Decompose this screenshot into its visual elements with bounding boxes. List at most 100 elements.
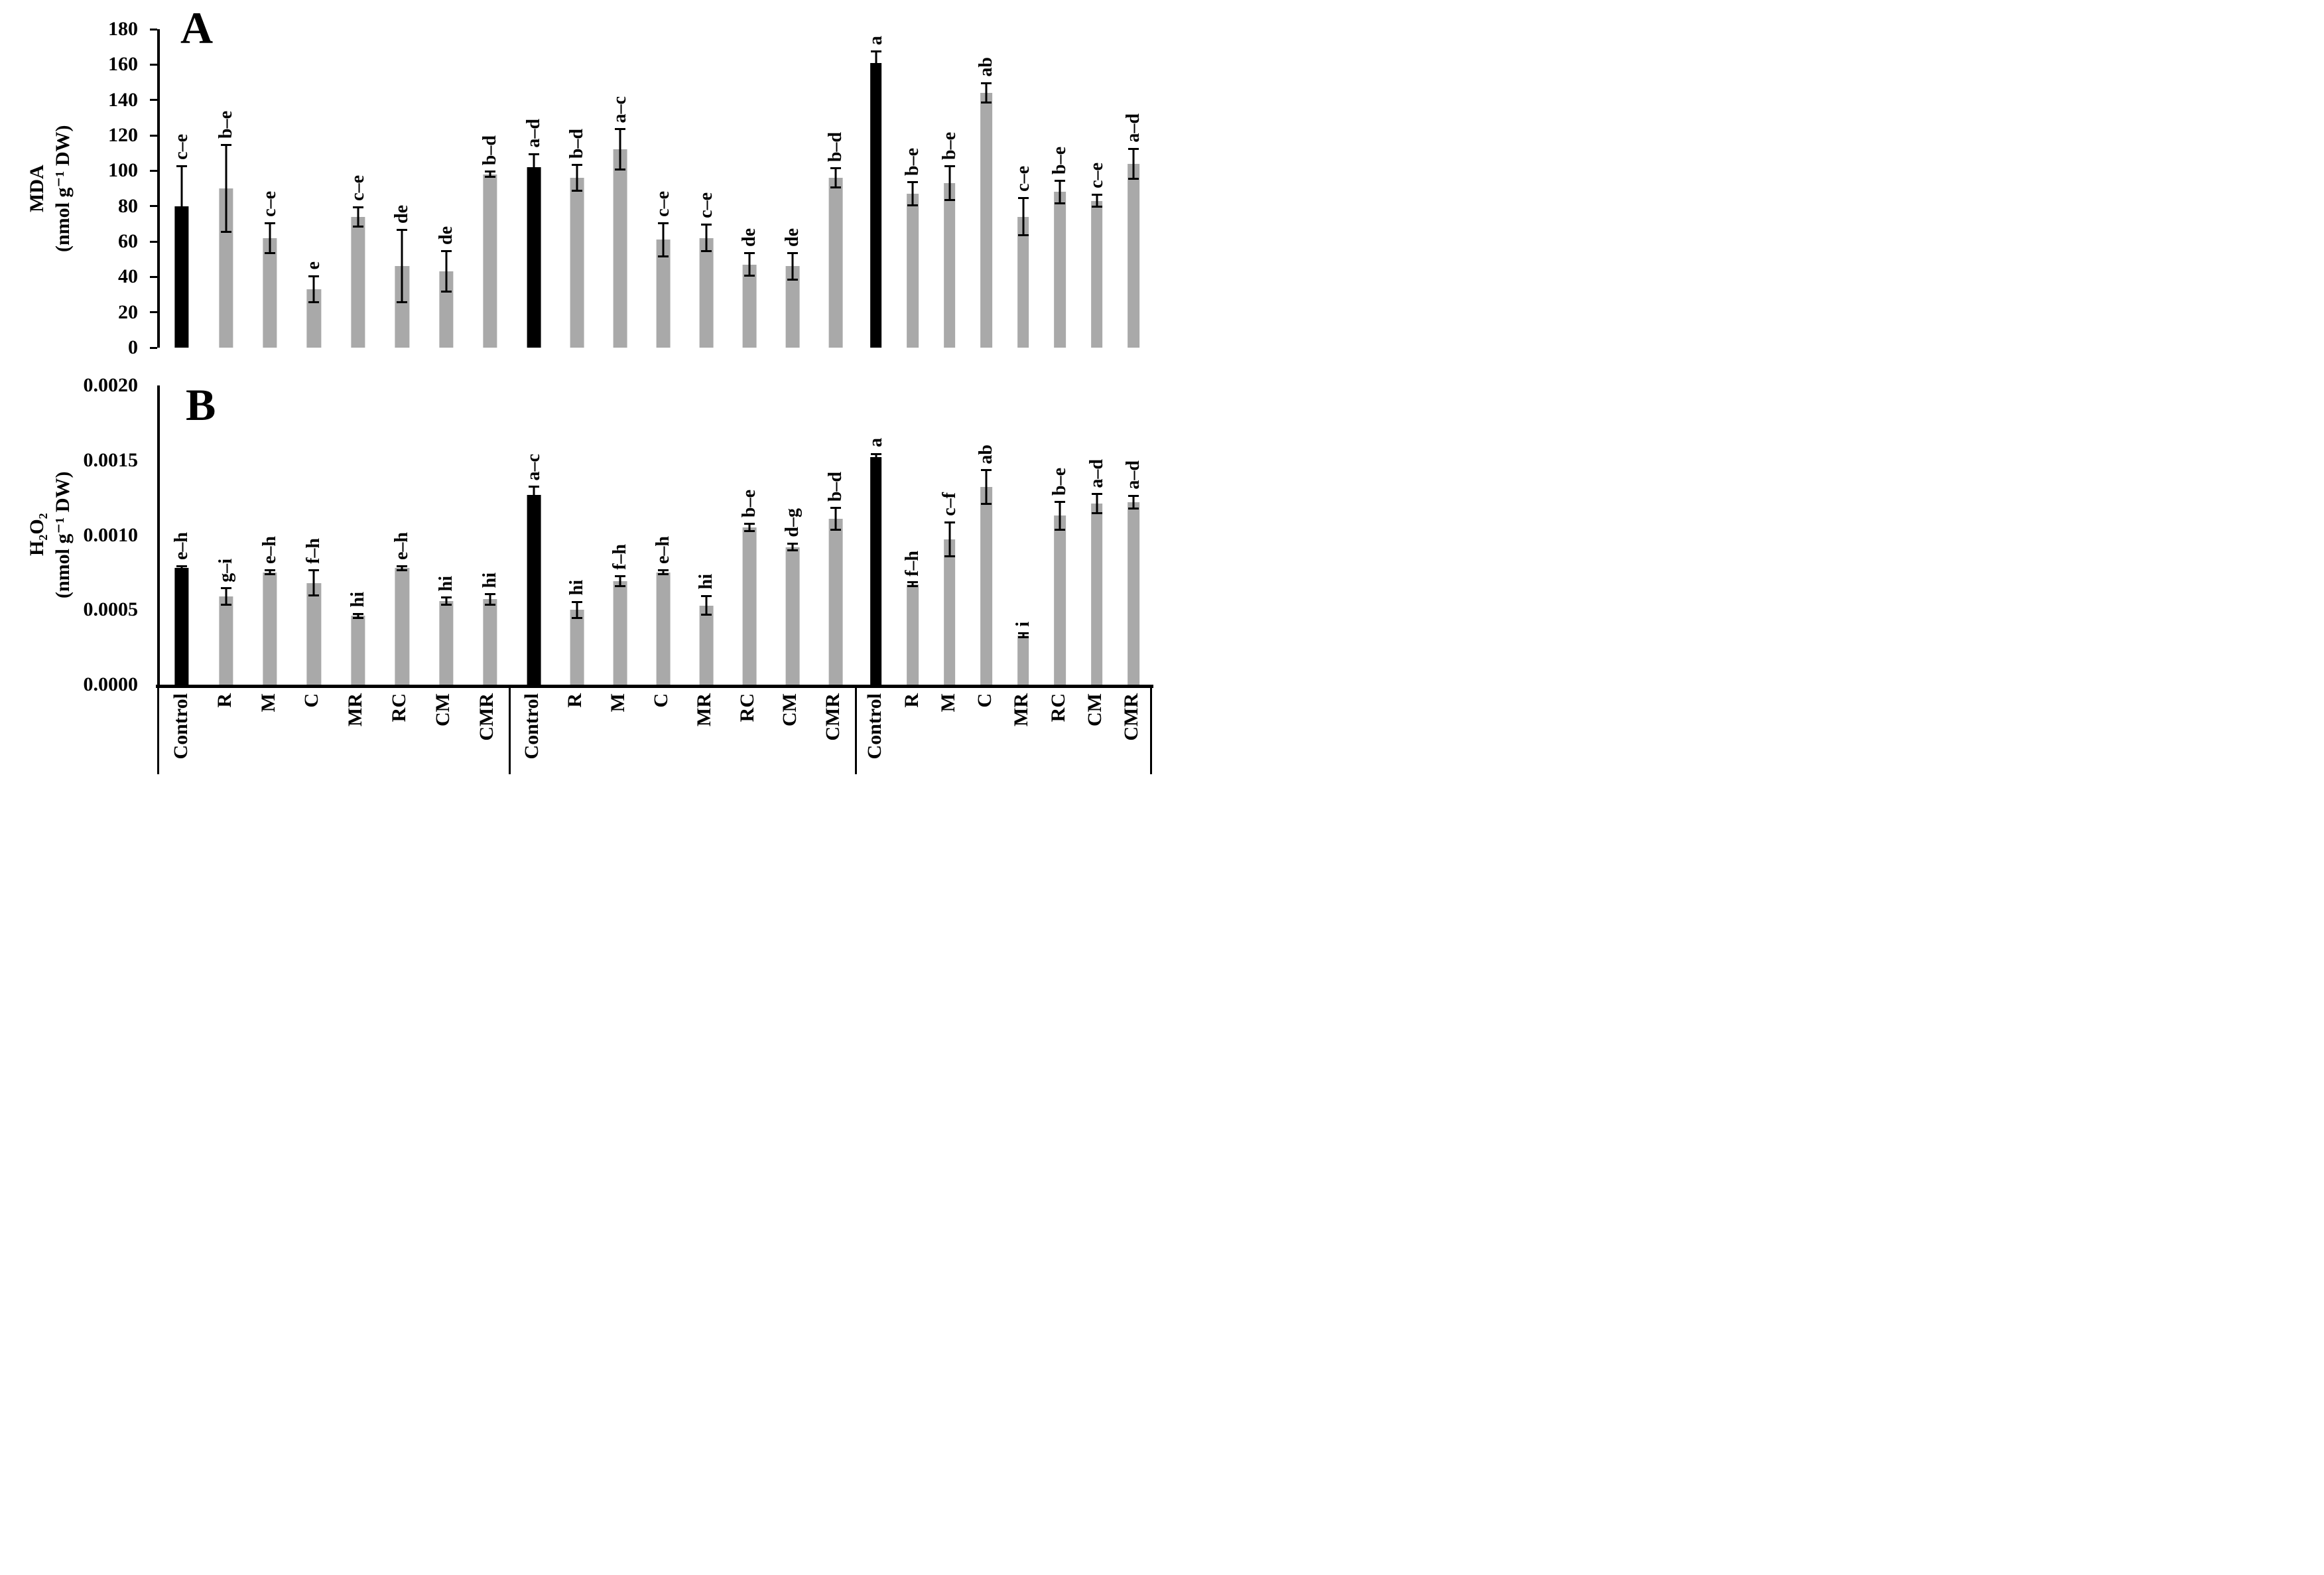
error-bar-line [985,469,988,506]
error-bar-c [308,569,320,596]
x-label-slot-mr: MR [334,688,377,774]
bar-b-g1-cmr [483,599,497,685]
error-bar-cap-bottom [1128,177,1139,180]
significance-letter-mr: hi [347,592,368,608]
significance-letter-r: b–e [902,148,923,176]
bar-slot-mr: c–e [1005,29,1042,348]
significance-letter-control: a [865,438,886,448]
panel-a-ytick-label-60: 60 [118,230,138,252]
bar-a-g2-r [570,178,584,348]
x-label-slot-c: C [290,688,334,774]
error-bar-cap-bottom [944,198,955,201]
panel-a-ytick-mark-40 [150,275,157,278]
error-bar-cap-bottom [744,275,755,277]
bar-slot-cm: de [424,29,468,348]
panel-a-ytick-label-80: 80 [118,194,138,217]
error-bar-r [571,163,582,192]
bar-slot-control: a [858,29,895,348]
error-bar-cap-bottom [1055,202,1066,204]
error-bar-cap-top [830,506,842,509]
error-bar-cmr [830,506,842,531]
panel-a-ytick-mark-60 [150,240,157,243]
bar-slot-cmr: a–d [1115,385,1152,685]
error-bar-cap-bottom [830,528,842,531]
panel-a-ytick-label-160: 160 [108,53,138,76]
panel-a-group-3: a b–e b–e ab c–e b–e c–e a–d [858,29,1152,348]
error-bar-line [1132,494,1135,510]
bar-b-g3-cmr [1128,502,1140,685]
significance-letter-mr: c–e [696,192,717,219]
error-bar-cap-top [1017,632,1029,635]
x-label-slot-cm: CM [769,688,812,774]
bar-a-g1-c [306,289,322,348]
x-tick-label-control: Control [521,693,543,760]
error-bar-cap-top [397,229,408,232]
error-bar-cap-top [658,569,669,572]
bar-b-g2-r [570,610,584,685]
error-bar-cap-top [1055,500,1066,503]
error-bar-cap-top [485,171,496,173]
error-bar-cap-bottom [1091,206,1102,208]
x-label-slot-cmr: CMR [465,688,509,774]
error-bar-cap-top [907,581,919,584]
bar-a-g3-rc [1054,192,1066,348]
x-label-slot-r: R [554,688,597,774]
error-bar-cap-bottom [352,616,363,619]
error-bar-line [180,565,183,571]
bar-a-g1-rc [395,266,409,348]
x-label-slot-rc: RC [726,688,769,774]
error-bar-cap-top [220,587,231,590]
error-bar-c [658,222,669,257]
bar-slot-mr: c–e [336,29,380,348]
error-bar-line [445,596,448,606]
error-bar-cmr [1128,494,1139,510]
x-tick-label-rc: RC [736,693,758,722]
error-bar-cap-bottom [528,179,539,182]
bar-slot-m: a–c [599,29,642,348]
significance-letter-cm: d–g [782,508,803,537]
error-bar-mr [352,206,363,228]
x-label-slot-mr: MR [1003,688,1040,774]
significance-letter-mr: i [1012,622,1033,628]
error-bar-c [981,469,992,506]
error-bar-cap-bottom [870,73,881,76]
error-bar-mr [701,224,712,252]
bar-a-g3-mr [1017,216,1029,348]
error-bar-cm [787,542,799,552]
panel-a-group-2: a–d b–d a–c c–e c–e de de b–d [512,29,857,348]
error-bar-line [533,153,535,182]
bar-b-g2-m [613,581,627,685]
bar-slot-c: e [292,29,336,348]
error-bar-cap-bottom [308,301,320,304]
error-bar-cap-top [981,82,992,84]
x-label-slot-rc: RC [1040,688,1076,774]
panel-a-ytick-label-20: 20 [118,301,138,323]
significance-letter-control: e–h [171,531,192,560]
x-tick-label-cm: CM [431,693,454,726]
error-bar-cap-bottom [981,102,992,103]
error-bar-line [269,222,271,254]
x-tick-label-m: M [936,693,959,713]
bar-slot-rc: b–e [1041,385,1078,685]
error-bar-cap-bottom [870,460,881,462]
error-bar-cap-bottom [907,204,919,206]
bar-b-g1-c [306,582,322,685]
x-label-slot-rc: RC [377,688,421,774]
significance-letter-cm: c–e [1086,163,1107,188]
bar-a-g3-cmr [1128,163,1140,348]
bar-b-g2-cmr [828,518,843,685]
error-bar-line [1096,194,1098,208]
error-bar-line [1132,147,1135,180]
x-tick-label-mr: MR [1010,693,1033,726]
error-bar-m [944,165,955,201]
x-tick-label-mr: MR [692,693,715,726]
error-bar-cap-top [1055,179,1066,182]
error-bar-cap-bottom [1128,508,1139,510]
bar-a-g1-control [174,206,189,348]
panel-a-ytick-mark-160 [150,63,157,66]
significance-letter-control: c–e [171,134,192,161]
x-tick-label-cmr: CMR [475,693,497,741]
significance-letter-m: b–e [938,132,960,161]
panel-a-ytick-label-40: 40 [118,265,138,288]
bar-b-g1-m [263,572,277,685]
